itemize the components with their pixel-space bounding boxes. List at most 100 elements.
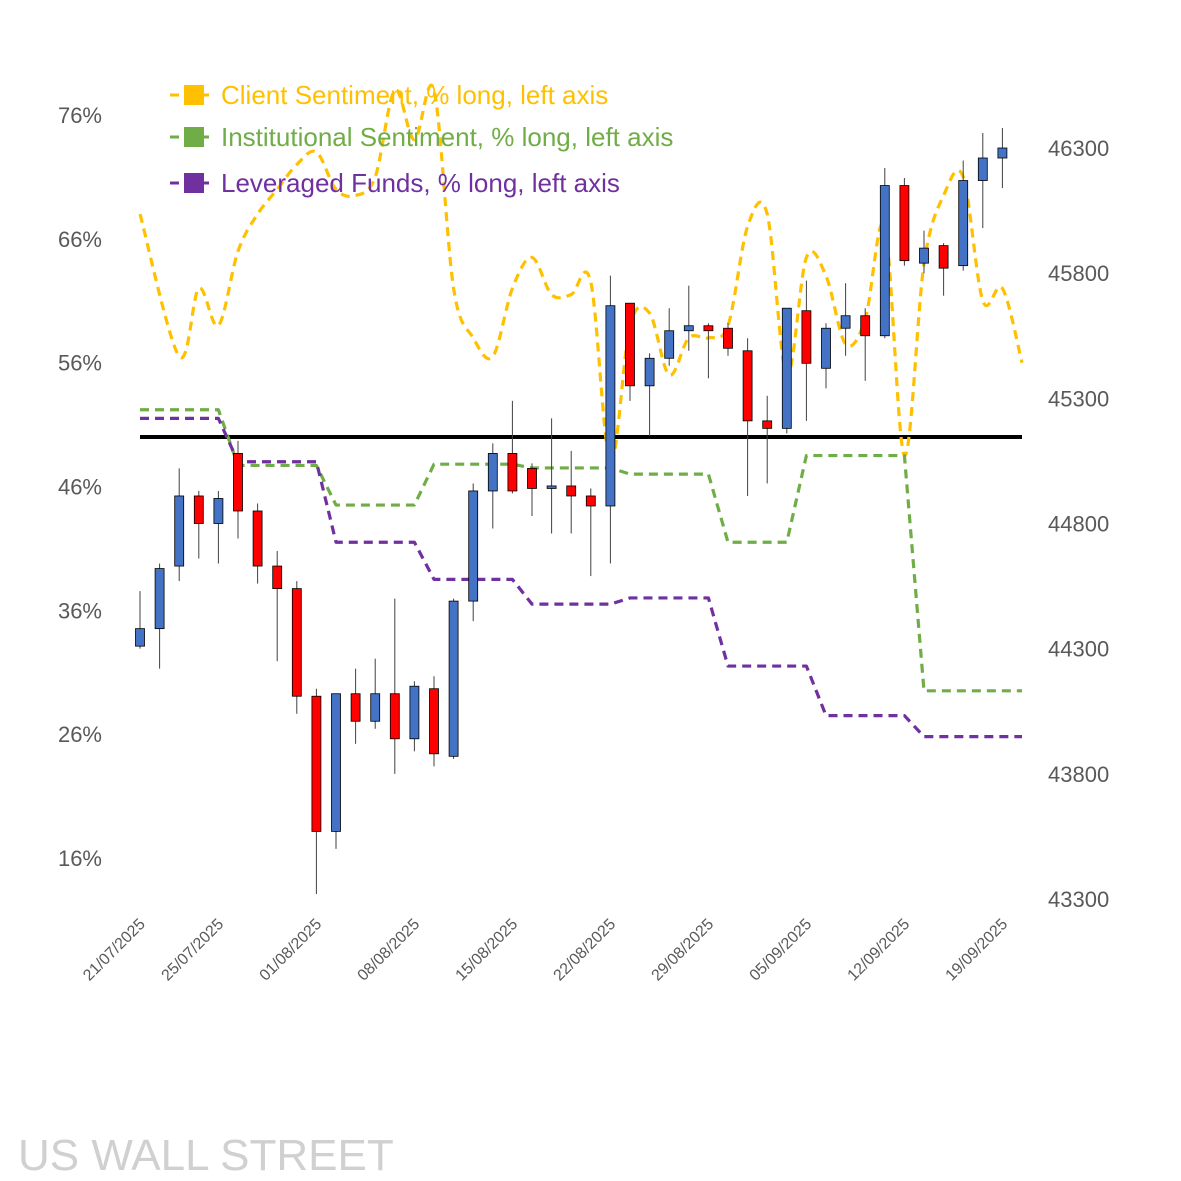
candle — [272, 551, 283, 662]
series-line-client — [138, 83, 1024, 464]
candle — [977, 132, 988, 229]
right-axis: 46300 45800 45300 44800 44300 43800 43300 — [1048, 136, 1109, 912]
candle — [468, 483, 479, 622]
legend-marker — [184, 173, 204, 193]
right-axis-tick-label: 45800 — [1048, 261, 1109, 286]
candle-body-down — [252, 510, 263, 567]
x-axis-tick-label: 08/08/2025 — [355, 916, 424, 985]
candle-body-up — [781, 307, 792, 429]
candle — [154, 563, 165, 669]
candle-body-up — [331, 693, 341, 832]
candle — [938, 243, 949, 296]
candle — [860, 308, 871, 381]
candle — [448, 598, 459, 759]
candle — [213, 490, 224, 564]
candle-body-down — [566, 485, 577, 497]
candle-body-up — [664, 330, 675, 359]
candle-body-down — [429, 688, 439, 755]
left-axis-tick-label: 56% — [58, 351, 102, 376]
candle-body-down — [860, 315, 871, 337]
candle — [233, 440, 243, 539]
candle — [683, 285, 694, 351]
legend-label: Leveraged Funds, % long, left axis — [221, 168, 620, 198]
candle-body-up — [135, 628, 145, 647]
watermark: US WALL STREET — [18, 1131, 394, 1180]
legend: Client Sentiment, % long, left axis Insti… — [170, 80, 673, 198]
candle-body-up — [546, 485, 557, 489]
candle-body-down — [742, 350, 753, 422]
legend-marker — [184, 127, 204, 147]
legend-item-leveraged: Leveraged Funds, % long, left axis — [170, 168, 620, 198]
candle — [350, 668, 361, 744]
candle — [781, 307, 792, 434]
candle — [252, 503, 263, 584]
candle-body-down — [703, 325, 714, 332]
candle-body-down — [350, 693, 361, 722]
candle — [919, 230, 929, 274]
candle-body-up — [997, 147, 1008, 159]
candle-body-down — [899, 185, 910, 262]
x-axis-tick-label: 29/08/2025 — [649, 916, 718, 985]
candle-body-up — [840, 315, 851, 329]
candle-body-up — [409, 685, 420, 740]
candle — [703, 323, 714, 379]
candle-body-up — [213, 498, 224, 524]
candle-body-down — [233, 453, 243, 512]
right-axis-tick-label: 43300 — [1048, 887, 1109, 912]
candle — [389, 598, 400, 774]
candle — [762, 395, 773, 484]
candle — [997, 127, 1008, 189]
candle — [331, 693, 341, 849]
x-axis-tick-label: 12/09/2025 — [845, 916, 914, 985]
candle-body-down — [762, 420, 773, 429]
candle-body-down — [625, 302, 635, 387]
candle — [409, 681, 420, 752]
candle — [507, 400, 518, 494]
candle — [429, 676, 439, 767]
candle — [487, 443, 498, 529]
candle-body-down — [938, 245, 949, 269]
right-axis-tick-label: 45300 — [1048, 386, 1109, 411]
candle — [723, 323, 733, 356]
candle-body-up — [370, 693, 381, 722]
x-axis-tick-label: 21/07/2025 — [80, 916, 149, 985]
candle-body-down — [527, 468, 537, 489]
left-axis-tick-label: 76% — [58, 103, 102, 128]
candle-body-up — [919, 247, 929, 264]
candle — [742, 338, 753, 496]
candle-body-up — [605, 305, 616, 507]
candle-body-up — [879, 185, 890, 337]
legend-item-institutional: Institutional Sentiment, % long, left ax… — [170, 122, 673, 152]
legend-item-client: Client Sentiment, % long, left axis — [170, 80, 608, 110]
candle-body-up — [468, 490, 479, 602]
candle — [193, 490, 204, 559]
candle-body-up — [977, 157, 988, 181]
candle — [840, 283, 851, 356]
candle — [801, 280, 812, 421]
candle — [664, 308, 675, 366]
candle — [821, 323, 831, 389]
left-axis-tick-label: 16% — [58, 846, 102, 871]
candle-body-up — [174, 495, 185, 567]
candle-body-up — [448, 600, 459, 757]
candle-body-down — [311, 695, 322, 832]
candle-body-up — [958, 180, 969, 267]
candle — [958, 160, 969, 271]
candle-body-down — [291, 588, 302, 697]
legend-marker — [184, 85, 204, 105]
x-axis-tick-label: 15/08/2025 — [453, 916, 522, 985]
candle — [644, 353, 655, 436]
right-axis-tick-label: 44300 — [1048, 637, 1109, 662]
left-axis-tick-label: 66% — [58, 227, 102, 252]
x-axis-tick-label: 25/07/2025 — [159, 916, 228, 985]
candle — [879, 168, 890, 339]
price-candles — [135, 127, 1008, 894]
candle-body-down — [801, 310, 812, 364]
candle — [174, 468, 185, 582]
candle — [527, 463, 537, 516]
x-axis-tick-label: 19/09/2025 — [943, 916, 1012, 985]
candle-body-up — [644, 357, 655, 387]
x-axis: 21/07/2025 25/07/2025 01/08/2025 08/08/2025… — [80, 916, 1011, 985]
candle-body-up — [821, 327, 831, 369]
